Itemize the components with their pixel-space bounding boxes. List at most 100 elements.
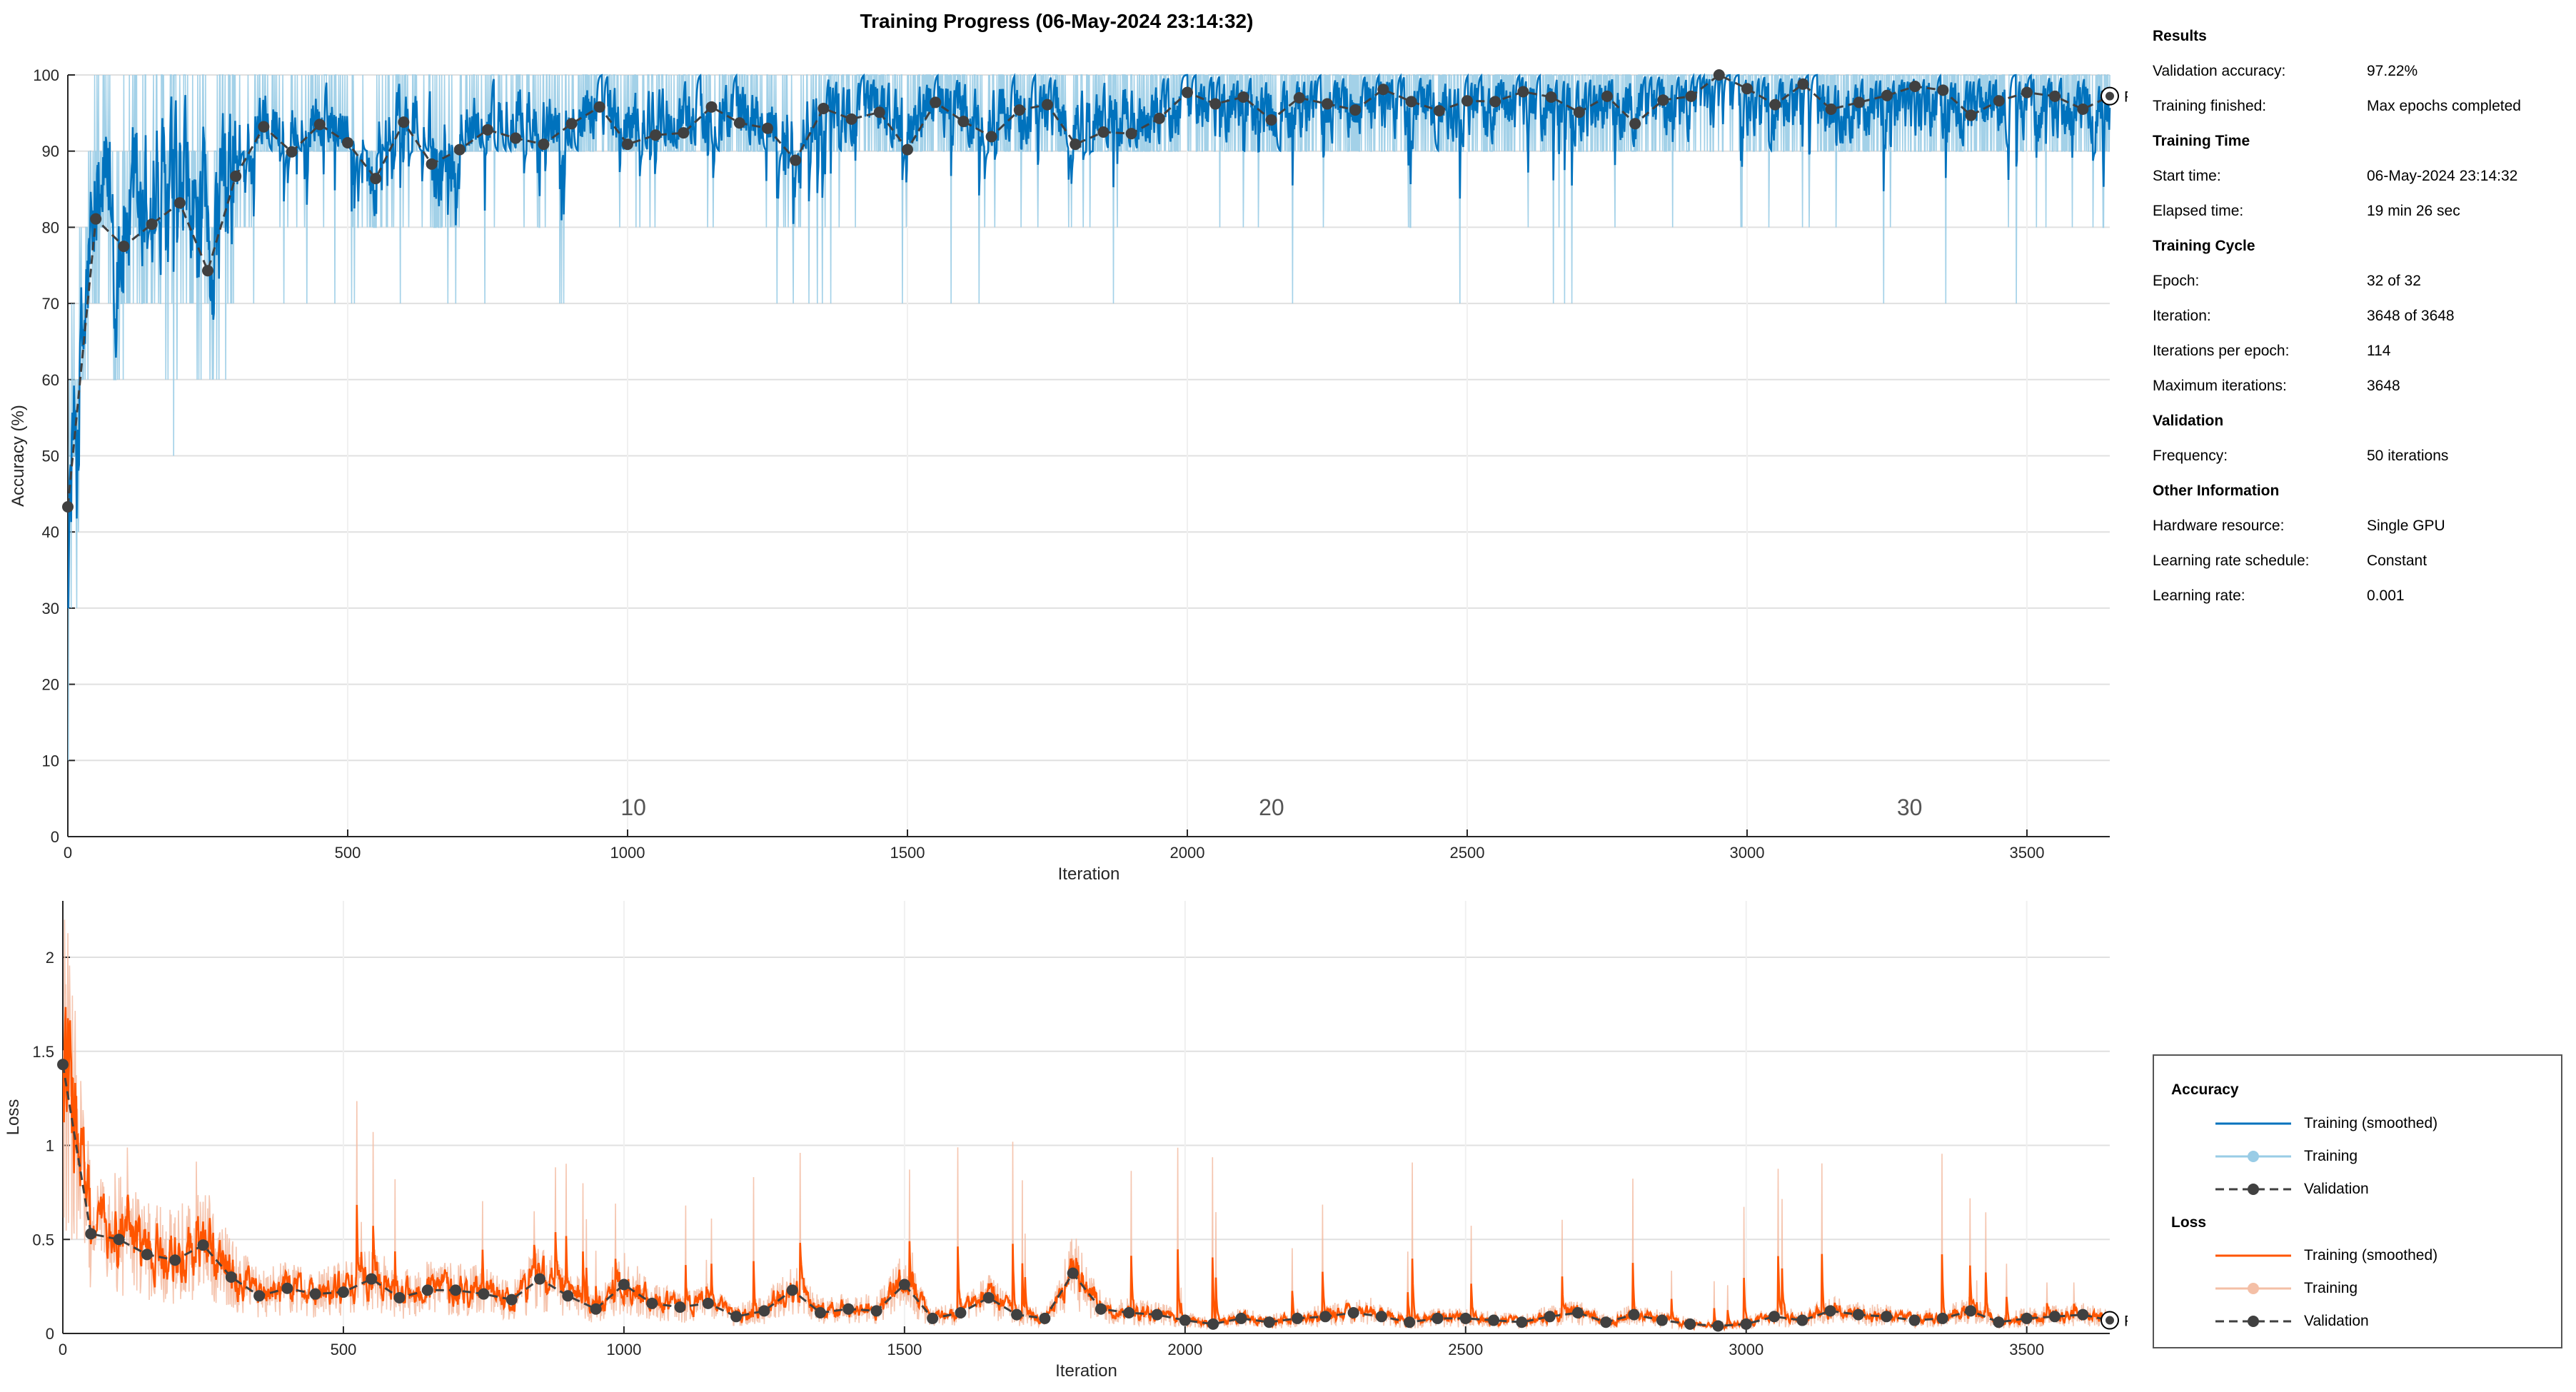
info-row-elapsed-time: Elapsed time: 19 min 26 sec [2153,201,2567,236]
validation-point [1516,1316,1528,1328]
final-label: Final [2124,89,2128,106]
y-tick-label: 80 [42,218,59,236]
validation-point [341,136,353,148]
validation-point [1488,1314,1500,1326]
validation-point [1656,1314,1668,1326]
validation-point [1544,1311,1556,1323]
x-tick-label: 500 [335,844,361,862]
validation-point [955,1307,967,1319]
validation-point [786,1284,798,1296]
info-value: 97.22% [2367,63,2418,79]
validation-point [702,1297,714,1309]
validation-point [1517,86,1529,98]
validation-point [1432,1312,1444,1324]
accuracy-plot: 0 500 1000 1500 2000 2500 3000 3500 0 10 20 30 40 50 6… [9,66,2128,884]
x-tick-label: 1000 [606,1341,641,1358]
validation-point [1628,1308,1640,1321]
validation-point [173,197,186,209]
validation-point [1293,92,1305,104]
validation-point [1713,69,1725,81]
validation-point [1263,1316,1275,1328]
validation-point [790,154,802,166]
y-tick-label: 50 [42,448,59,465]
info-key: Learning rate: [2153,587,2245,604]
validation-point [1852,1308,1864,1321]
validation-point [870,1305,882,1317]
x-tick-label: 0 [59,1341,67,1358]
validation-point [1125,128,1137,140]
results-title: Results [2153,28,2207,44]
validation-point [538,138,550,151]
validation-point [1349,104,1362,116]
validation-point [1375,1311,1387,1323]
validation-line [66,74,2110,508]
validation-point [593,101,605,113]
y-tick-label: 2 [46,949,54,967]
validation-point [62,500,74,513]
training-cycle-title: Training Cycle [2153,238,2255,254]
info-row-learning-rate-schedule: Learning rate schedule: Constant [2153,550,2567,585]
info-row-iterations-per-epoch: Iterations per epoch: 114 [2153,341,2567,375]
validation-point [225,1271,237,1283]
legend-dashed-icon [2215,1316,2291,1327]
chart-title: Training Progress (06-May-2024 23:14:32) [860,10,1254,32]
x-tick-label: 1500 [887,1341,922,1358]
training-time-title: Training Time [2153,133,2250,149]
x-tick-label: 3500 [2009,844,2044,862]
validation-point [1404,1316,1416,1328]
validation-point [478,1288,490,1300]
validation-point [1209,98,1222,110]
info-key: Validation accuracy: [2153,63,2286,79]
validation-point [2048,1311,2061,1323]
validation-point [366,1273,378,1285]
info-key: Training finished: [2153,98,2267,114]
validation-point [1095,1303,1107,1315]
legend-loss-title: Loss [2171,1214,2207,1231]
validation-point [1237,91,1249,103]
validation-point [1319,1311,1332,1323]
validation-point [426,158,438,170]
info-row-frequency: Frequency: 50 iterations [2153,445,2567,480]
x-tick-label: 1000 [610,844,645,862]
other-information-title: Other Information [2153,483,2280,499]
x-tick-label: 3000 [1729,1341,1764,1358]
info-value: Constant [2367,553,2427,569]
y-axis-label: Loss [4,1099,23,1136]
validation-point [1657,94,1669,106]
validation-point [845,113,857,125]
validation-point [621,138,633,151]
validation-point [230,170,242,182]
legend-label: Validation [2304,1313,2369,1329]
validation-point [1797,78,1809,90]
validation-point [646,1297,658,1309]
validation-point [982,1291,995,1303]
validation-point [141,1249,153,1261]
validation-point [1908,1314,1921,1326]
legend-label: Training [2304,1280,2358,1296]
validation-point [1067,1267,1079,1279]
y-tick-label: 70 [42,295,59,313]
info-key: Elapsed time: [2153,203,2244,219]
info-key: Iteration: [2153,308,2211,324]
validation-point [674,1301,686,1313]
validation-point [1070,138,1082,151]
validation-point [1573,106,1585,118]
validation-point [1179,1314,1191,1326]
validation-point [481,123,493,136]
validation-point [927,1312,939,1324]
validation-point [1377,84,1389,96]
validation-point [1741,83,1753,95]
info-value: 06-May-2024 23:14:32 [2367,168,2518,184]
validation-point [901,143,913,156]
validation-point [1629,118,1641,130]
legend-item-acc-smoothed: Training (smoothed) [2214,1113,2437,1134]
y-axis-label: Accuracy (%) [9,405,28,507]
y-tick-label: 30 [42,600,59,617]
validation-point [1853,96,1865,109]
x-tick-label: 2000 [1167,1341,1202,1358]
validation-point [1740,1318,1752,1330]
validation-point [1545,91,1557,103]
validation-point [1461,95,1473,107]
info-row-training-finished: Training finished: Max epochs completed [2153,96,2567,131]
validation-point [1405,96,1417,108]
